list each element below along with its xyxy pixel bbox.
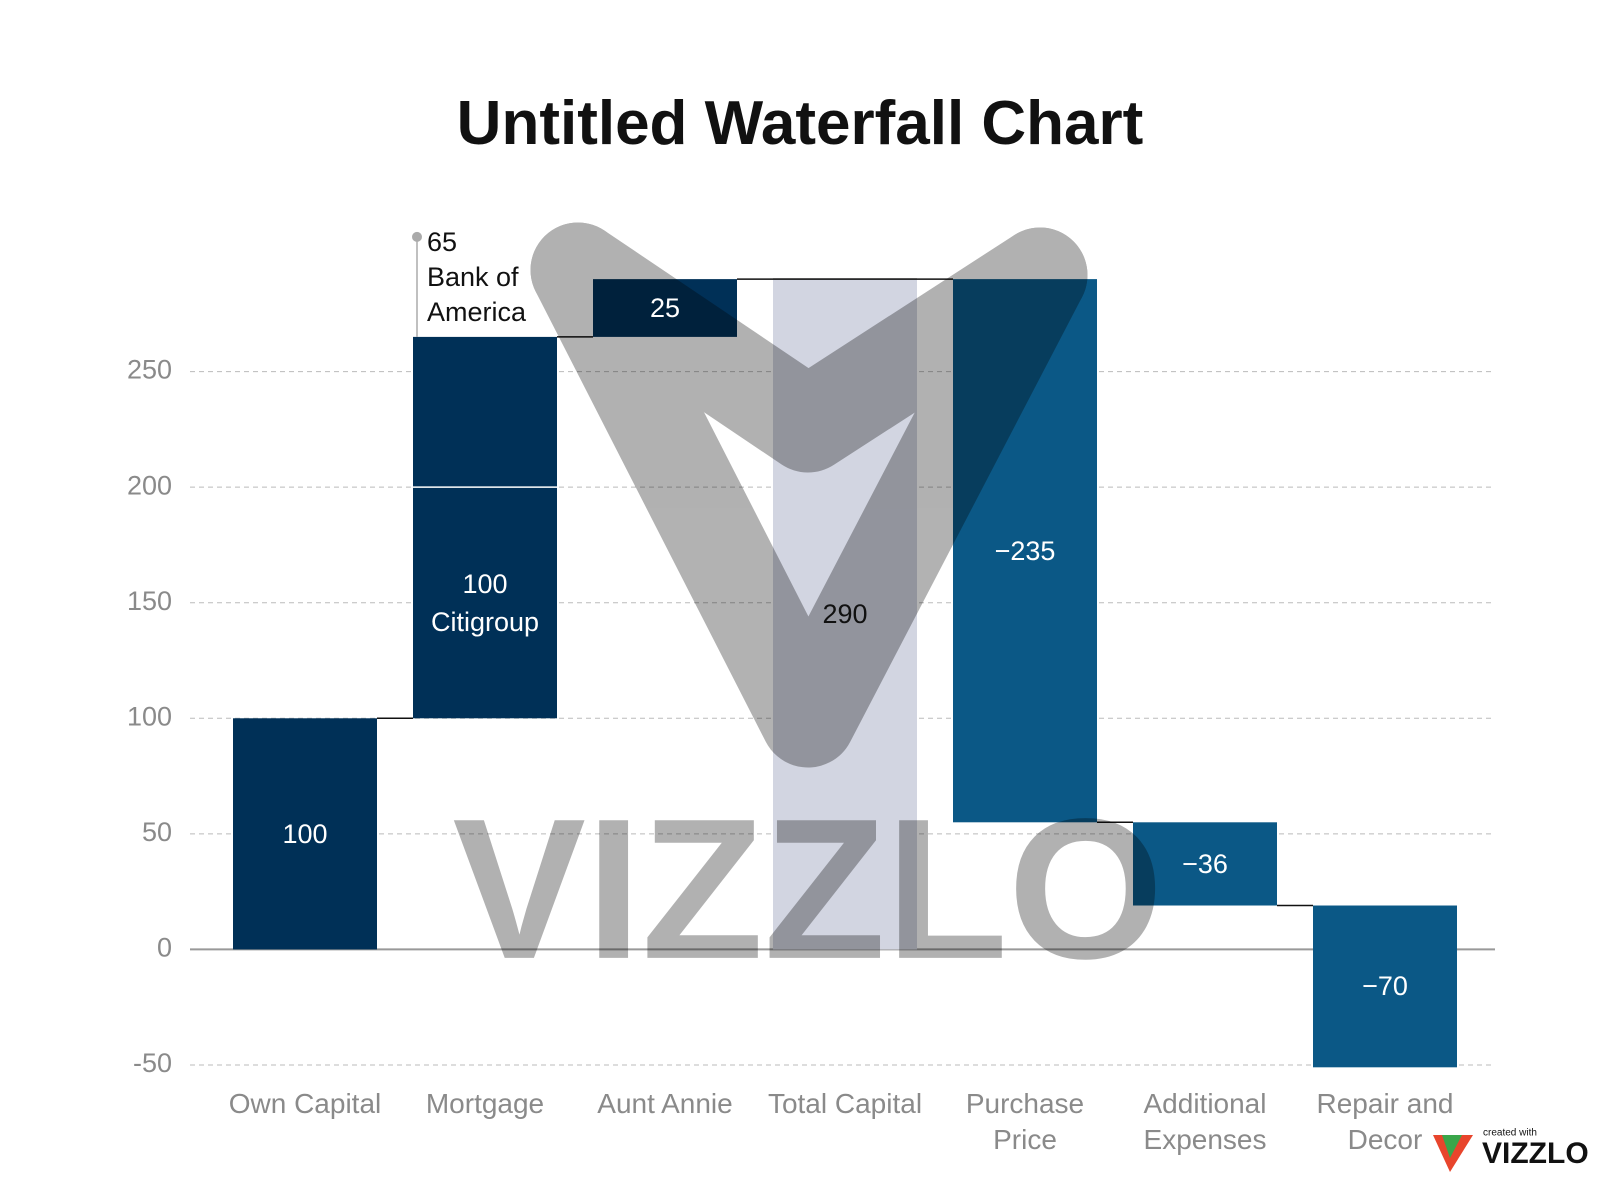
label-name: Citigroup (430, 606, 540, 637)
data-label: 100 (223, 815, 387, 853)
y-tick-label: -50 (133, 1048, 172, 1078)
data-label: −70 (1303, 967, 1467, 1005)
x-tick-label: Own Capital (228, 1088, 382, 1119)
data-label: 100 Citigroup (403, 565, 567, 641)
label-value: −235 (994, 535, 1056, 566)
label-value: 290 (822, 599, 868, 630)
outside-label: 65 Bank of America (427, 225, 539, 330)
x-tick-label: Total Capital (767, 1088, 923, 1119)
y-tick-label: 0 (157, 933, 172, 963)
bar-segment (1313, 905, 1457, 1068)
label-value: 100 (282, 818, 328, 849)
watermark-text: VIZZLO (452, 778, 1163, 1001)
data-label: −36 (1123, 845, 1287, 883)
bar-segment (773, 279, 917, 950)
x-tick-label: Mortgage (425, 1088, 545, 1119)
label-value: 65 (427, 226, 458, 257)
watermark: VIZZLO (452, 222, 1164, 1001)
bar-segment (413, 487, 557, 719)
x-tick-label: Purchase Price (965, 1088, 1085, 1155)
y-tick-label: 200 (127, 470, 172, 500)
label-value: 100 (462, 568, 508, 599)
credit-logo (1433, 1135, 1473, 1172)
label-value: 25 (649, 293, 681, 323)
y-tick-label: 150 (127, 586, 172, 616)
credit-logo (1442, 1135, 1462, 1158)
bar-segment (953, 279, 1097, 823)
credit-prefix: created with (1483, 1128, 1537, 1139)
label-name: Bank of America (427, 261, 527, 327)
bar-segment (413, 336, 557, 488)
label-value: −70 (1362, 971, 1408, 1002)
y-tick-label: 50 (142, 817, 172, 847)
data-label: 290 (763, 595, 927, 633)
chart-title: Untitled Waterfall Chart (456, 89, 1144, 158)
leader-dot (412, 231, 422, 242)
bar-segment (593, 279, 737, 337)
x-tick-label: Repair and Decor (1316, 1088, 1454, 1155)
x-tick-label: Additional Expenses (1143, 1088, 1267, 1155)
watermark-shape (530, 222, 1088, 473)
watermark-shape (530, 222, 1088, 768)
y-tick-label: 100 (127, 701, 172, 731)
data-label: −235 (943, 532, 1107, 570)
y-tick-label: 250 (127, 355, 172, 385)
data-label: 25 (583, 289, 747, 327)
credit-brand: VIZZLO (1482, 1137, 1589, 1170)
x-tick-label: Aunt Annie (597, 1088, 733, 1119)
label-value: −36 (1182, 848, 1228, 879)
bar-segment (233, 718, 377, 950)
bar-segment (1133, 822, 1277, 906)
